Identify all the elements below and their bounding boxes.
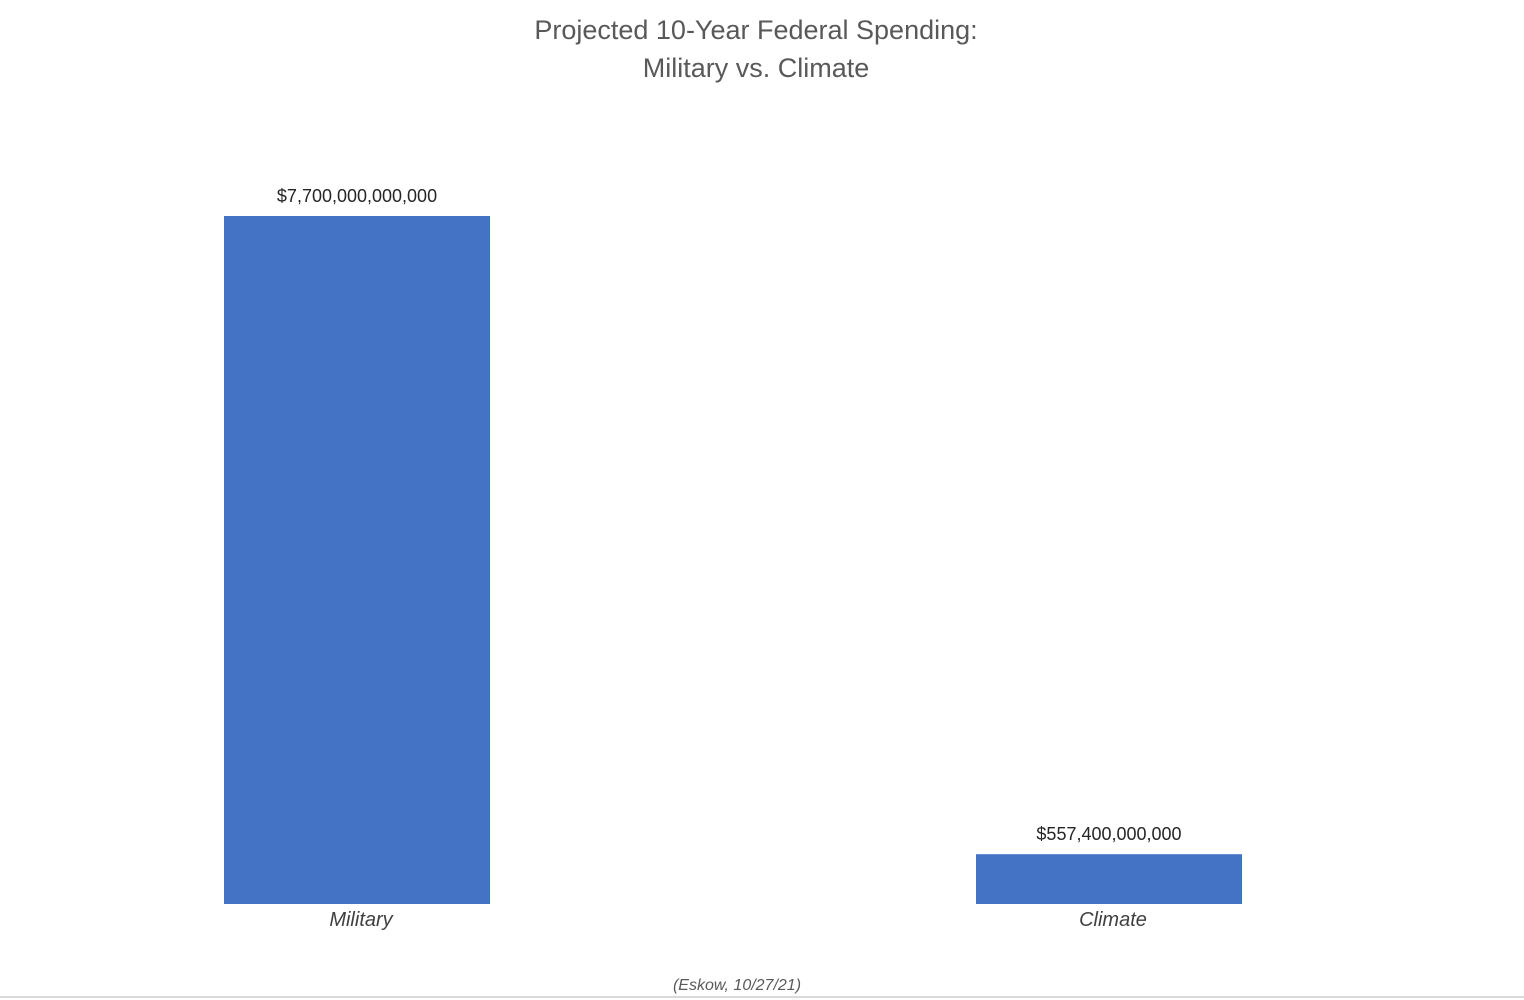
bottom-divider — [0, 996, 1524, 998]
category-label-climate: Climate — [1079, 909, 1147, 931]
data-label-climate: $557,400,000,000 — [1036, 824, 1181, 844]
bar-climate — [976, 854, 1242, 904]
source-note: (Eskow, 10/27/21) — [673, 977, 801, 994]
bar-military — [224, 216, 490, 904]
category-label-military: Military — [329, 909, 393, 931]
data-label-military: $7,700,000,000,000 — [277, 186, 437, 206]
chart-title-line-2: Military vs. Climate — [643, 53, 870, 83]
plot-area: $7,700,000,000,000 Military $557,400,000,0… — [224, 186, 1242, 931]
chart-title: Projected 10-Year Federal Spending: Mili… — [534, 15, 977, 83]
chart-title-line-1: Projected 10-Year Federal Spending: — [534, 15, 977, 45]
